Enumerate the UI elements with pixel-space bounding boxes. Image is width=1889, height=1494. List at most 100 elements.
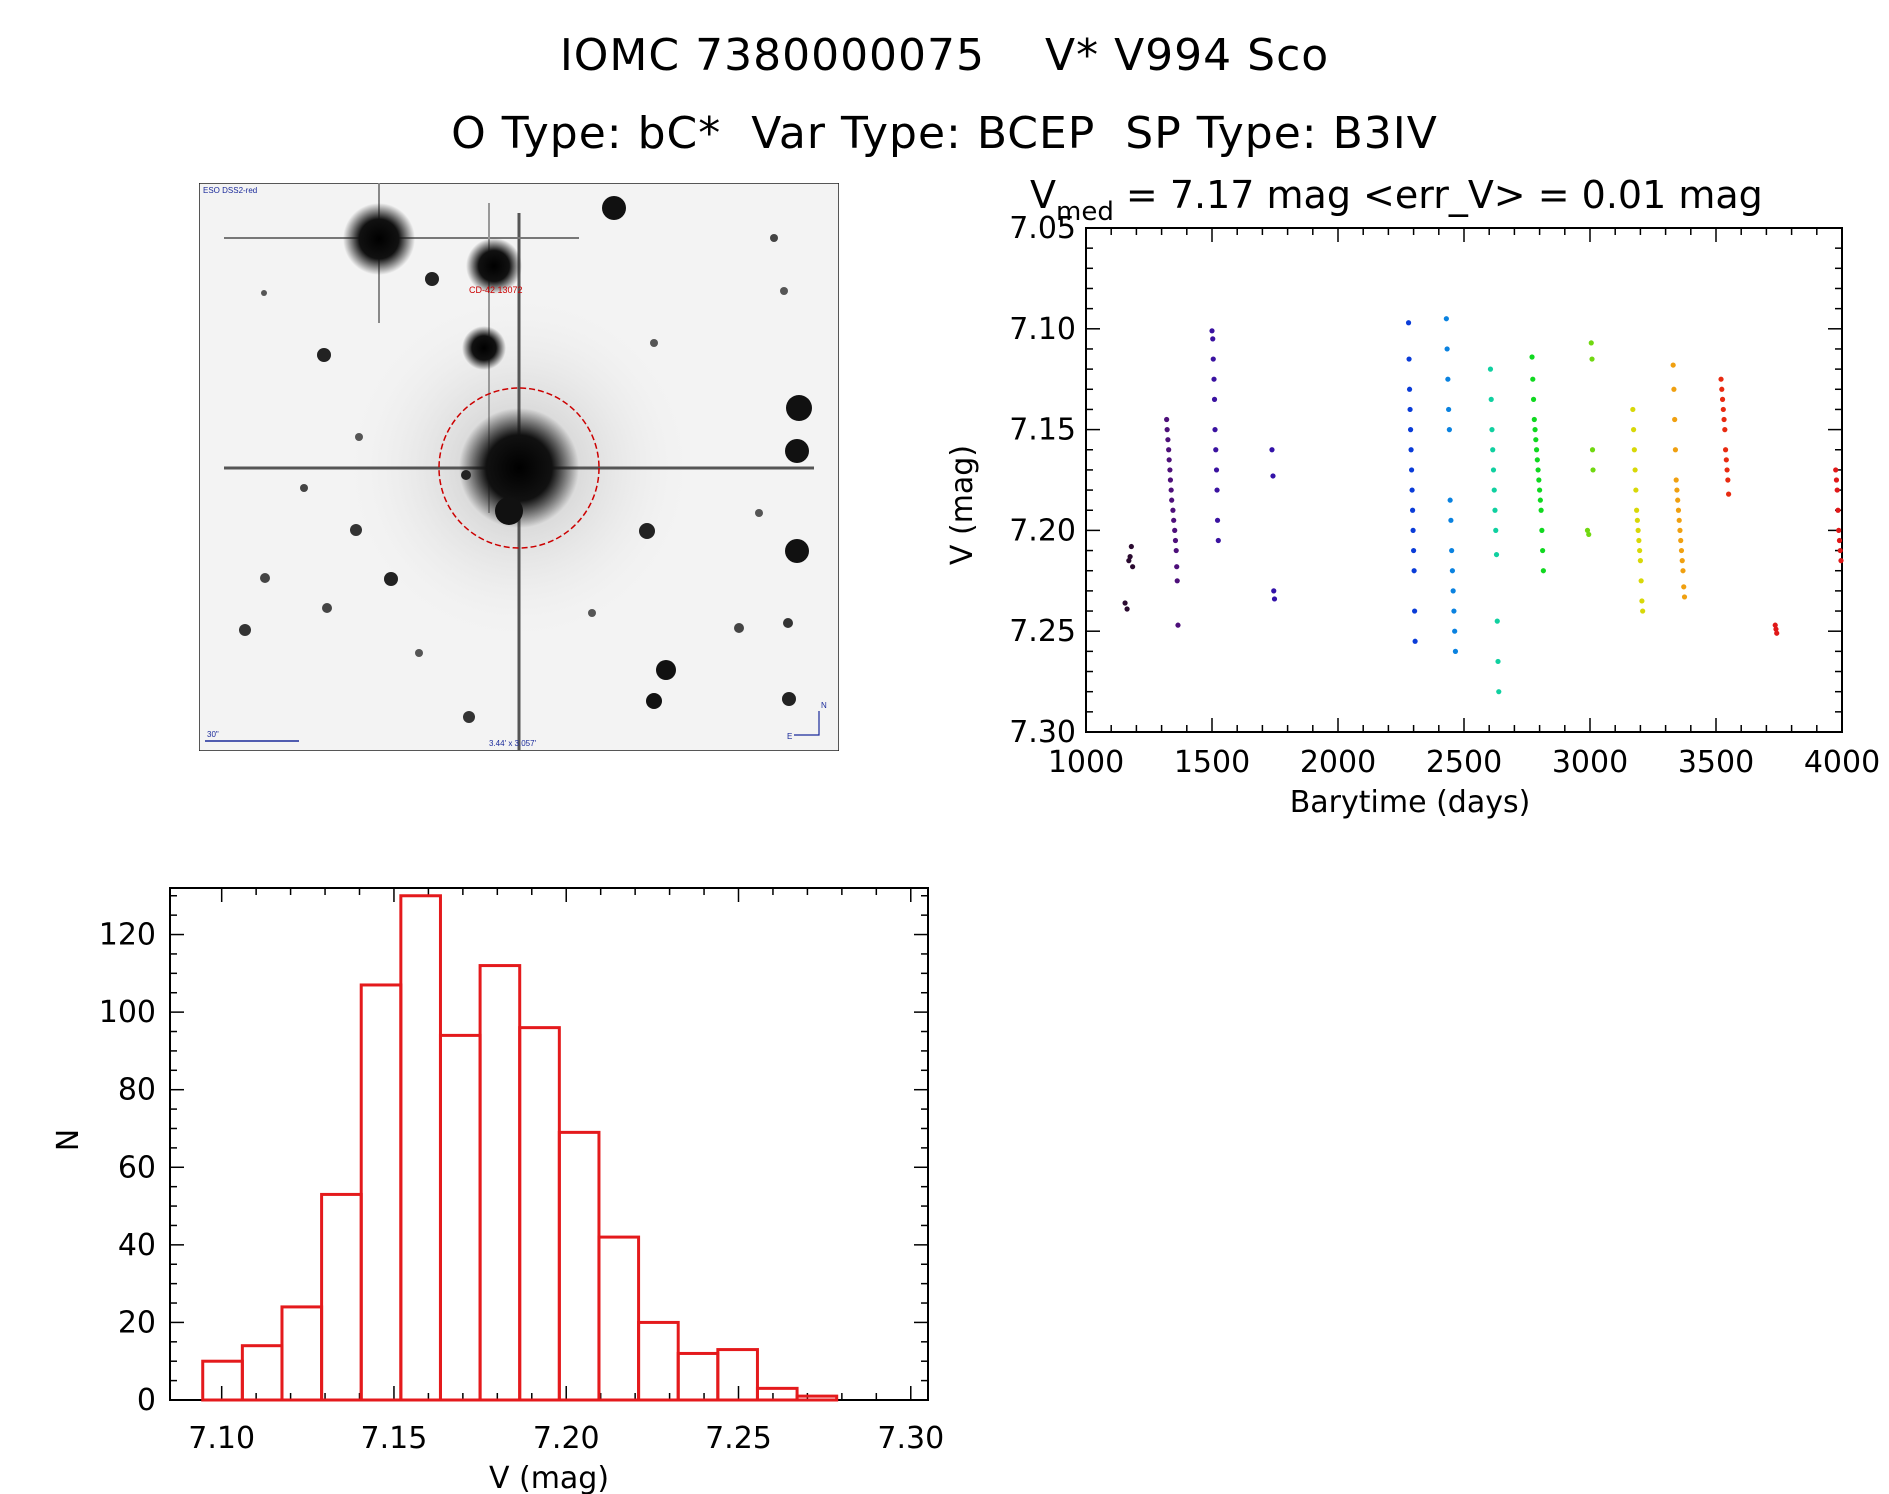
light-curve-title: Vmed = 7.17 mag <err_V> = 0.01 mag (1030, 173, 1763, 227)
light-curve-title-sub: med (1056, 197, 1114, 227)
light-curve-point (1680, 568, 1686, 574)
light-curve-point (1673, 477, 1679, 483)
light-curve-point (1211, 396, 1218, 402)
light-curve-xtick-label: 2500 (1426, 745, 1502, 780)
light-curve-point (1412, 608, 1418, 614)
light-curve-point (1532, 427, 1538, 433)
light-curve-point (1529, 354, 1535, 360)
light-curve-ytick-label: 7.25 (1009, 614, 1076, 649)
histogram-ytick-label: 120 (99, 918, 156, 953)
light-curve-point (1487, 366, 1494, 372)
light-curve-point (1213, 447, 1219, 453)
light-curve-point (1410, 527, 1416, 534)
histogram-ytick-label: 80 (118, 1073, 156, 1108)
light-curve-point (1835, 507, 1841, 513)
light-curve-point (1670, 362, 1676, 368)
light-curve-point (1833, 467, 1839, 473)
light-curve-xtick-label: 2000 (1300, 745, 1376, 780)
histogram-bar (637, 1320, 680, 1402)
light-curve-point (1443, 316, 1449, 322)
histogram-ytick-label: 100 (99, 995, 156, 1030)
light-curve-point (1530, 396, 1537, 402)
target-circle (438, 387, 600, 549)
light-curve-point (1452, 648, 1459, 654)
light-curve-xtick-label: 1500 (1174, 745, 1250, 780)
light-curve-point (1446, 406, 1452, 413)
light-curve-series-group-9 (1584, 340, 1596, 538)
histogram-bar (518, 1026, 561, 1402)
histogram-ytick-label: 60 (118, 1150, 156, 1185)
light-curve-point (1212, 427, 1218, 433)
histogram-bar (676, 1351, 720, 1402)
light-curve-point (1588, 340, 1594, 346)
light-curve-point (1164, 427, 1170, 433)
histogram-xtick-label: 7.10 (188, 1421, 255, 1456)
light-curve-point (1488, 396, 1494, 402)
light-curve-point (1445, 376, 1451, 382)
light-curve-point (1774, 630, 1780, 636)
light-curve-point (1406, 386, 1413, 392)
light-curve-point (1719, 396, 1726, 402)
histogram-xlabel: V (mag) (489, 1461, 609, 1494)
light-curve-ytick-label: 7.30 (1009, 715, 1076, 750)
light-curve-point (1451, 608, 1457, 614)
light-curve-point (1630, 427, 1637, 433)
light-curve-point (1411, 568, 1417, 574)
light-curve-series-group-6 (1443, 316, 1459, 654)
histogram-ytick-label: 0 (137, 1383, 156, 1418)
light-curve-series-group-7 (1487, 366, 1502, 695)
light-curve-point (1675, 497, 1681, 503)
light-curve-point (1633, 487, 1639, 493)
light-curve-series-group-10 (1630, 406, 1646, 614)
light-curve-point (1590, 467, 1596, 473)
light-curve-point (1174, 564, 1180, 570)
light-curve-point (1586, 531, 1592, 538)
light-curve-point (1681, 594, 1688, 600)
light-curve-point (1678, 547, 1685, 554)
light-curve-point (1631, 447, 1637, 453)
figure-title: IOMC 7380000075 V* V994 Sco (559, 30, 1330, 81)
light-curve-point (1674, 487, 1680, 493)
light-curve-ytick-label: 7.10 (1009, 312, 1076, 347)
histogram-bar (557, 1130, 601, 1402)
light-curve-point (1533, 437, 1539, 443)
light-curve-point (1271, 596, 1278, 602)
light-curve-ylabel: V (mag) (945, 445, 980, 565)
light-curve-point (1634, 507, 1640, 513)
light-curve-point (1725, 477, 1731, 483)
histogram-bar (438, 1033, 482, 1402)
light-curve-point (1126, 558, 1132, 564)
light-curve-point (1675, 507, 1682, 513)
light-curve-point (1773, 626, 1779, 632)
light-curve-point (1536, 477, 1542, 483)
light-curve-point (1490, 447, 1496, 453)
light-curve-xtick-label: 3500 (1678, 745, 1754, 780)
light-curve-point (1409, 507, 1416, 513)
light-curve-point (1172, 527, 1178, 534)
scale-label: 30" (207, 730, 219, 739)
light-curve-point (1834, 487, 1840, 493)
light-curve-point (1449, 568, 1456, 574)
histogram-bar (240, 1344, 284, 1402)
histogram-bar (597, 1235, 641, 1402)
light-curve-point (1411, 547, 1417, 554)
light-curve-point (1128, 543, 1134, 550)
light-curve-point (1409, 487, 1415, 493)
light-curve-series-group-13 (1772, 622, 1780, 636)
light-curve-point (1724, 467, 1730, 473)
light-curve-point (1215, 537, 1221, 544)
histogram-bar (280, 1305, 324, 1402)
light-curve-point (1718, 376, 1724, 382)
histogram-frame (169, 887, 929, 1401)
light-curve-point (1772, 622, 1778, 628)
light-curve-point (1630, 406, 1636, 413)
light-curve-series-group-4 (1269, 447, 1278, 602)
light-curve-point (1676, 517, 1682, 523)
histogram-ytick-label: 20 (118, 1305, 156, 1340)
light-curve-point (1167, 467, 1173, 473)
light-curve-series-group-8 (1529, 354, 1546, 574)
light-curve-point (1490, 467, 1497, 473)
light-curve-point (1589, 356, 1595, 362)
histogram-bar (320, 1192, 363, 1402)
light-curve-point (1637, 547, 1643, 554)
